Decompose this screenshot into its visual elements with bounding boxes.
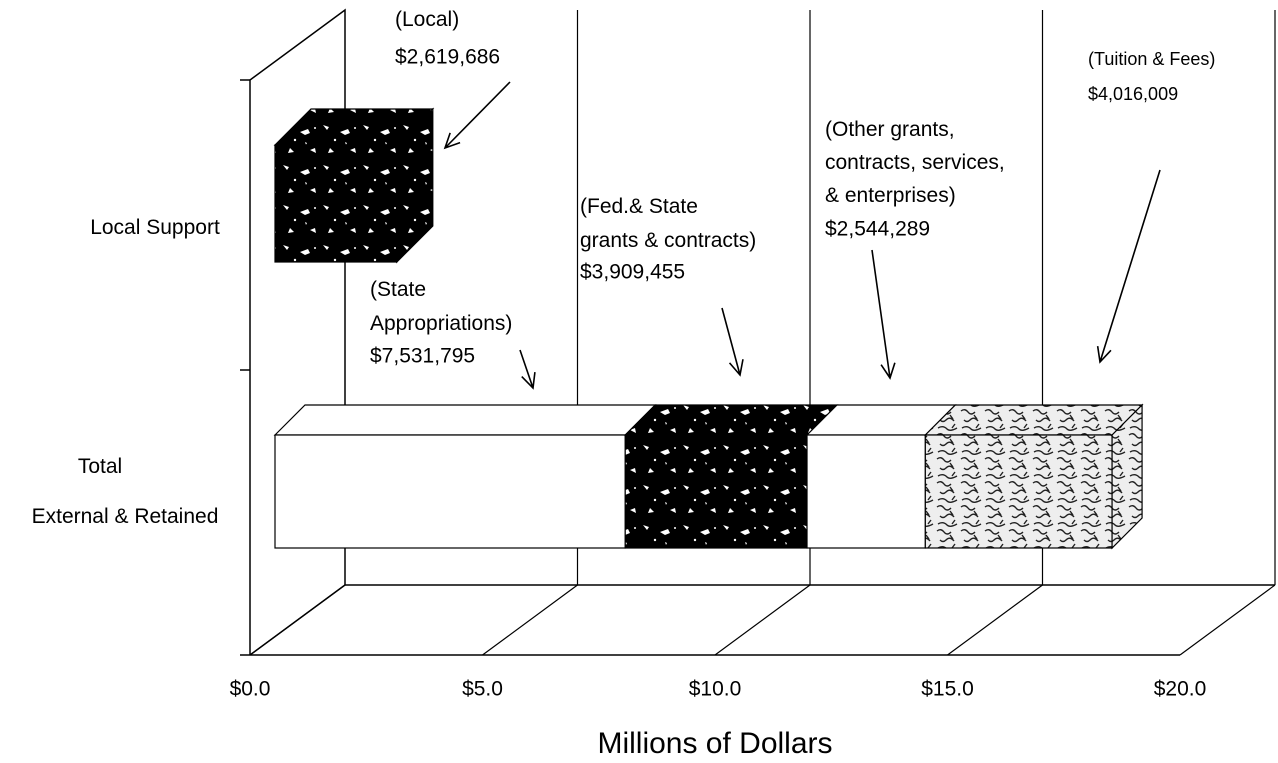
bar-side: [396, 107, 434, 264]
bar-side: [1111, 403, 1143, 550]
arrow: [721, 307, 744, 377]
data-label: $2,544,289: [825, 218, 930, 241]
annotation: (Local): [395, 8, 459, 31]
bar: [624, 434, 808, 549]
arrow: [519, 349, 536, 390]
x-tick-label: $15.0: [921, 678, 974, 701]
data-label: $7,531,795: [370, 345, 475, 368]
x-tick-label: $5.0: [462, 678, 503, 701]
arrow: [1096, 169, 1161, 364]
bar: [806, 434, 926, 549]
x-axis-label: Millions of Dollars: [597, 727, 832, 760]
x-tick-label: $20.0: [1154, 678, 1207, 701]
annotation: (Fed.& State grants & contracts): [580, 195, 756, 252]
x-tick-label: $10.0: [689, 678, 742, 701]
data-label: $2,619,686: [395, 46, 500, 69]
bar: [924, 434, 1113, 549]
x-tick-label: $0.0: [230, 678, 271, 701]
bar-top: [923, 404, 1144, 436]
grid-line: [249, 584, 346, 656]
annotation: (Tuition & Fees): [1088, 49, 1215, 69]
annotation: (State Appropriations): [370, 278, 512, 335]
bar-top: [273, 404, 657, 436]
arrow: [443, 81, 511, 150]
bar-top: [623, 404, 839, 436]
bar: [274, 144, 398, 263]
grid-line: [482, 584, 578, 656]
grid-line: [947, 584, 1043, 656]
bar: [274, 434, 626, 549]
grid-line: [714, 584, 811, 656]
y-tick-label: Total External & Retained: [32, 455, 219, 528]
grid-line: [1179, 584, 1276, 656]
annotation: (Other grants, contracts, services, & ente…: [825, 118, 1005, 207]
data-label: $3,909,455: [580, 261, 685, 284]
y-tick-label: Local Support: [90, 216, 220, 239]
arrow: [871, 249, 896, 380]
data-label: $4,016,009: [1088, 84, 1178, 104]
